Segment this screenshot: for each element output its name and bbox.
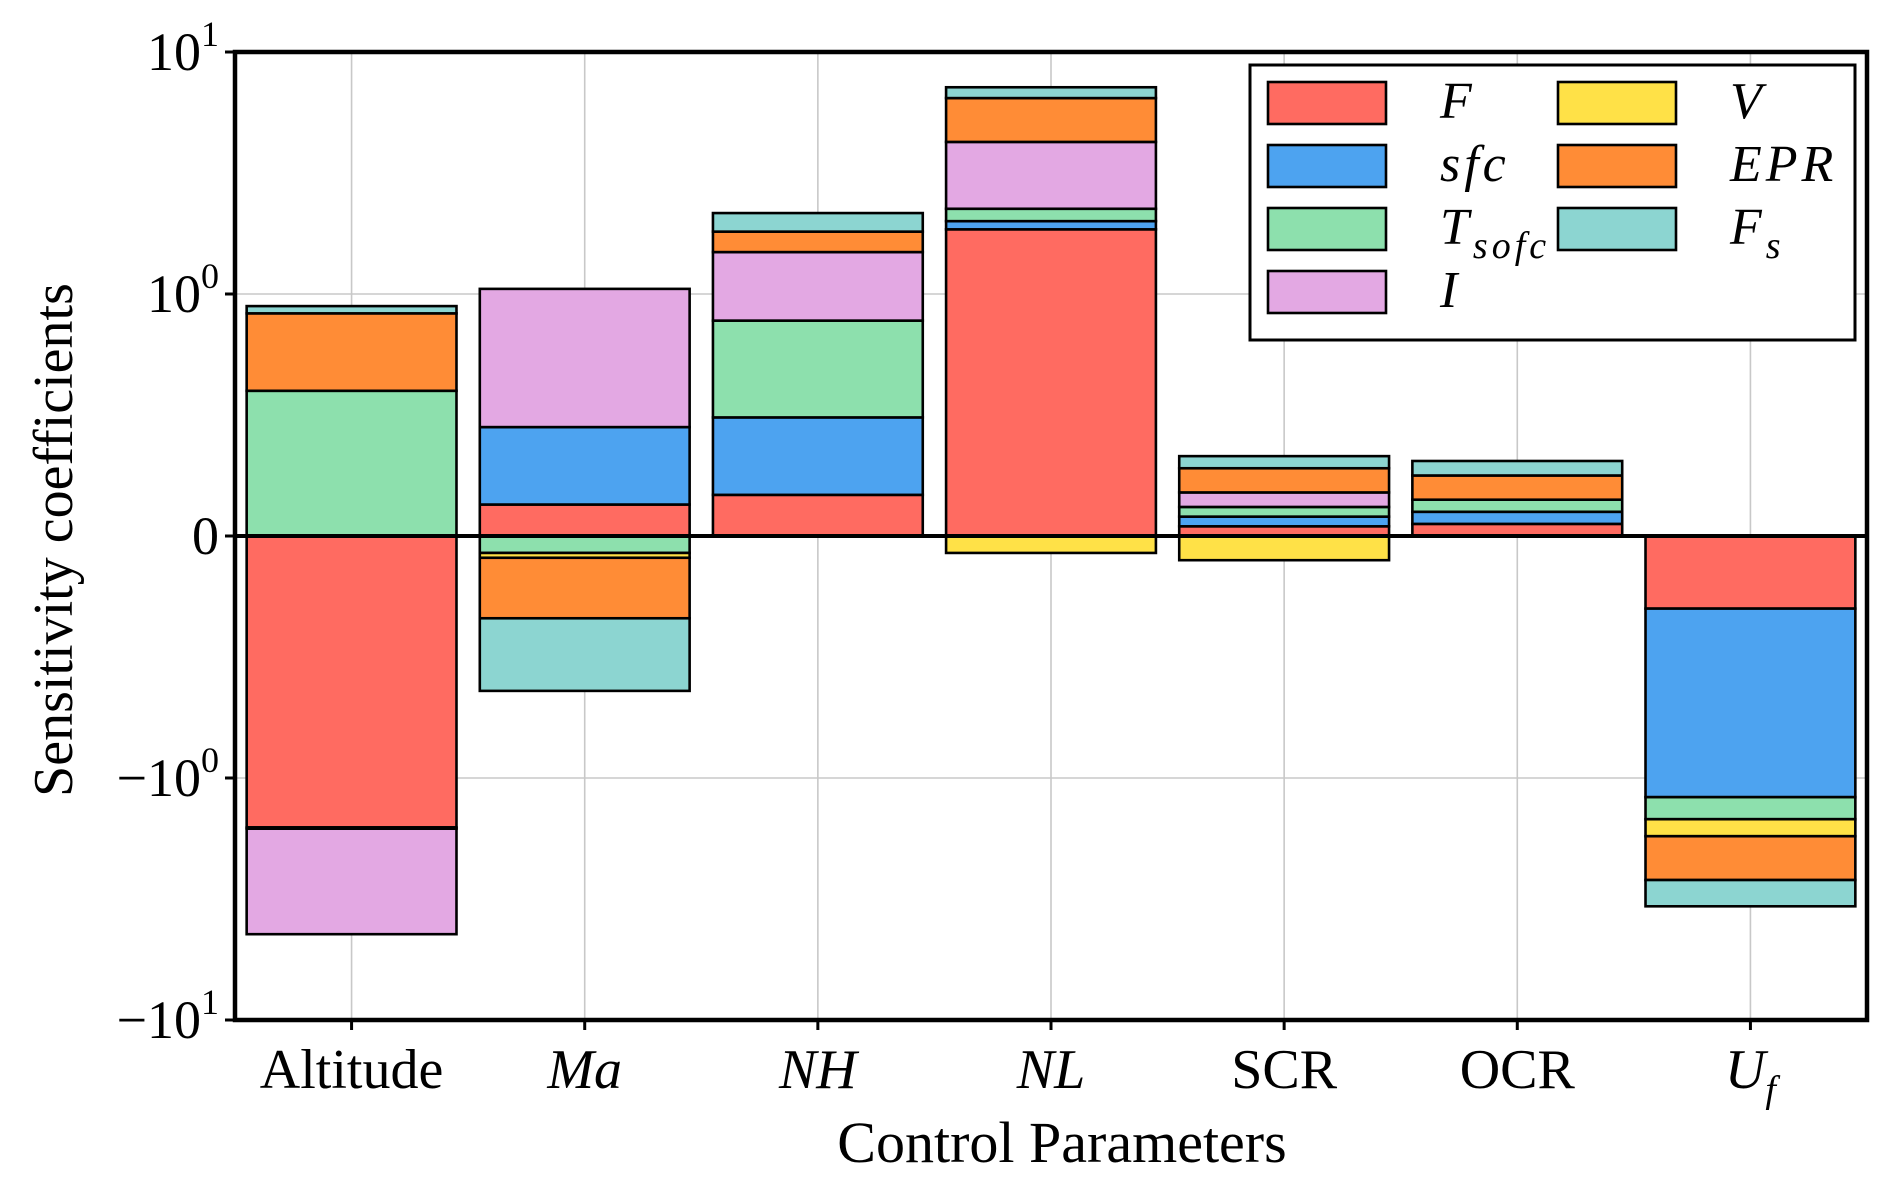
bar-segment <box>245 312 458 393</box>
x-tick-label: Altitude <box>260 1039 444 1101</box>
x-tick-label: OCR <box>1460 1039 1576 1101</box>
legend-label: V <box>1730 73 1767 130</box>
bar-segment <box>1644 795 1857 821</box>
y-tick-label: −100 <box>117 740 219 808</box>
bar-segment <box>478 503 691 538</box>
legend-swatch <box>1266 143 1388 189</box>
legend-label: sfc <box>1440 136 1510 193</box>
bar-segment <box>245 534 458 829</box>
legend-label: Fs <box>1729 199 1785 267</box>
x-tick-label: NH <box>778 1039 859 1101</box>
bar-segment <box>245 389 458 538</box>
bar-segment <box>711 416 925 497</box>
bar-segment <box>711 319 925 419</box>
bar-segment <box>1411 459 1624 477</box>
y-tick-label: 101 <box>147 14 219 82</box>
bar-segment <box>944 534 1158 555</box>
y-tick-labels: 101 100 0 −100 −101 <box>117 14 235 1050</box>
legend-swatch <box>1266 80 1388 126</box>
bar-segment <box>1177 534 1391 562</box>
bar-segment <box>478 616 691 693</box>
x-axis-label: Control Parameters <box>837 1110 1286 1175</box>
legend-label: Tsofc <box>1440 199 1550 267</box>
legend-swatch <box>1556 80 1678 126</box>
x-tick-labels: Altitude Ma NH NL SCR OCR Uf <box>260 1020 1780 1111</box>
bar-segment <box>1177 466 1391 494</box>
legend-swatch <box>1266 269 1388 315</box>
x-tick-label: Uf <box>1725 1039 1780 1111</box>
y-tick-label: −101 <box>117 982 219 1050</box>
bar-segment <box>1177 505 1391 518</box>
bar-segment <box>944 140 1158 211</box>
bar-segment <box>478 556 691 620</box>
legend-label: EPR <box>1729 136 1837 193</box>
bar-segment <box>1411 498 1624 514</box>
bar-segment <box>1644 878 1857 908</box>
bar-segment <box>711 250 925 322</box>
bar-segment <box>1411 474 1624 502</box>
bars <box>245 85 1857 936</box>
legend-swatch <box>1556 206 1678 252</box>
bar-segment <box>944 228 1158 538</box>
bar-segment <box>944 207 1158 223</box>
legend-swatch <box>1266 206 1388 252</box>
bar-segment <box>1644 834 1857 882</box>
bar-segment <box>1177 491 1391 509</box>
x-tick-label: Ma <box>546 1039 622 1101</box>
bar-segment <box>1644 817 1857 838</box>
legend-swatch <box>1556 143 1678 189</box>
y-axis-label: Sensitivity coefficients <box>23 283 85 797</box>
bar-segment <box>711 230 925 254</box>
bar-segment <box>1644 534 1857 610</box>
bar-segment <box>944 96 1158 144</box>
bar-segment <box>1411 510 1624 526</box>
legend-label: I <box>1439 262 1461 319</box>
bar-segment <box>711 493 925 538</box>
bar-segment <box>1644 607 1857 799</box>
bar-segment <box>1177 515 1391 528</box>
bar-segment <box>478 287 691 429</box>
x-tick-label: SCR <box>1231 1039 1337 1101</box>
bar-segment <box>478 534 691 555</box>
y-tick-label: 0 <box>192 506 219 566</box>
legend-label: F <box>1439 73 1476 130</box>
bar-segment <box>245 304 458 315</box>
bar-segment <box>245 827 458 936</box>
bar-segment <box>1177 454 1391 470</box>
bar-segment <box>478 425 691 506</box>
bar-segment <box>711 211 925 233</box>
y-tick-label: 100 <box>147 256 219 324</box>
bar-segment <box>944 85 1158 100</box>
x-tick-label: NL <box>1016 1039 1086 1101</box>
